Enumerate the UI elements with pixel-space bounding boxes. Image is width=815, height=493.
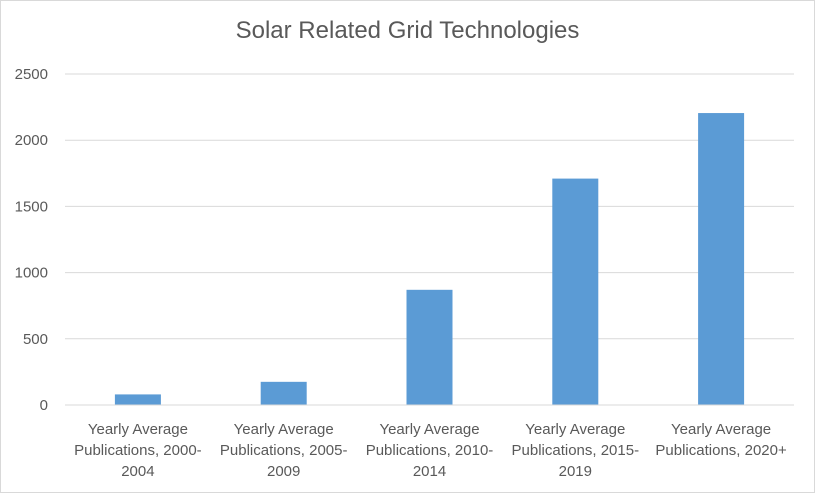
bar-5 — [698, 113, 745, 406]
y-tick-label: 500 — [23, 331, 48, 348]
x-category-label: 2009 — [267, 463, 300, 480]
x-category-label: Publications, 2000- — [74, 442, 202, 459]
x-category-label: Yearly Average — [671, 421, 771, 438]
y-tick-label: 1500 — [15, 198, 48, 215]
x-category-label: Yearly Average — [525, 421, 625, 438]
chart-title: Solar Related Grid Technologies — [235, 17, 580, 44]
x-category-label: Publications, 2010- — [366, 442, 494, 459]
bar-3 — [406, 289, 453, 405]
x-category-label: 2014 — [413, 463, 446, 480]
y-tick-label: 2000 — [15, 132, 48, 149]
x-category-label: Yearly Average — [88, 421, 188, 438]
x-category-label: Publications, 2015- — [512, 442, 640, 459]
x-category-label: 2004 — [121, 463, 154, 480]
y-tick-label: 0 — [40, 397, 48, 414]
x-category-label: 2019 — [559, 463, 592, 480]
y-tick-label: 2500 — [15, 66, 48, 83]
y-tick-label: 1000 — [15, 265, 48, 282]
bar-1 — [114, 394, 161, 405]
x-category-label: Publications, 2020+ — [655, 442, 787, 459]
x-category-label: Yearly Average — [379, 421, 479, 438]
bar-4 — [552, 178, 599, 405]
x-category-label: Publications, 2005- — [220, 442, 348, 459]
x-category-label: Yearly Average — [234, 421, 334, 438]
bar-2 — [260, 381, 307, 405]
